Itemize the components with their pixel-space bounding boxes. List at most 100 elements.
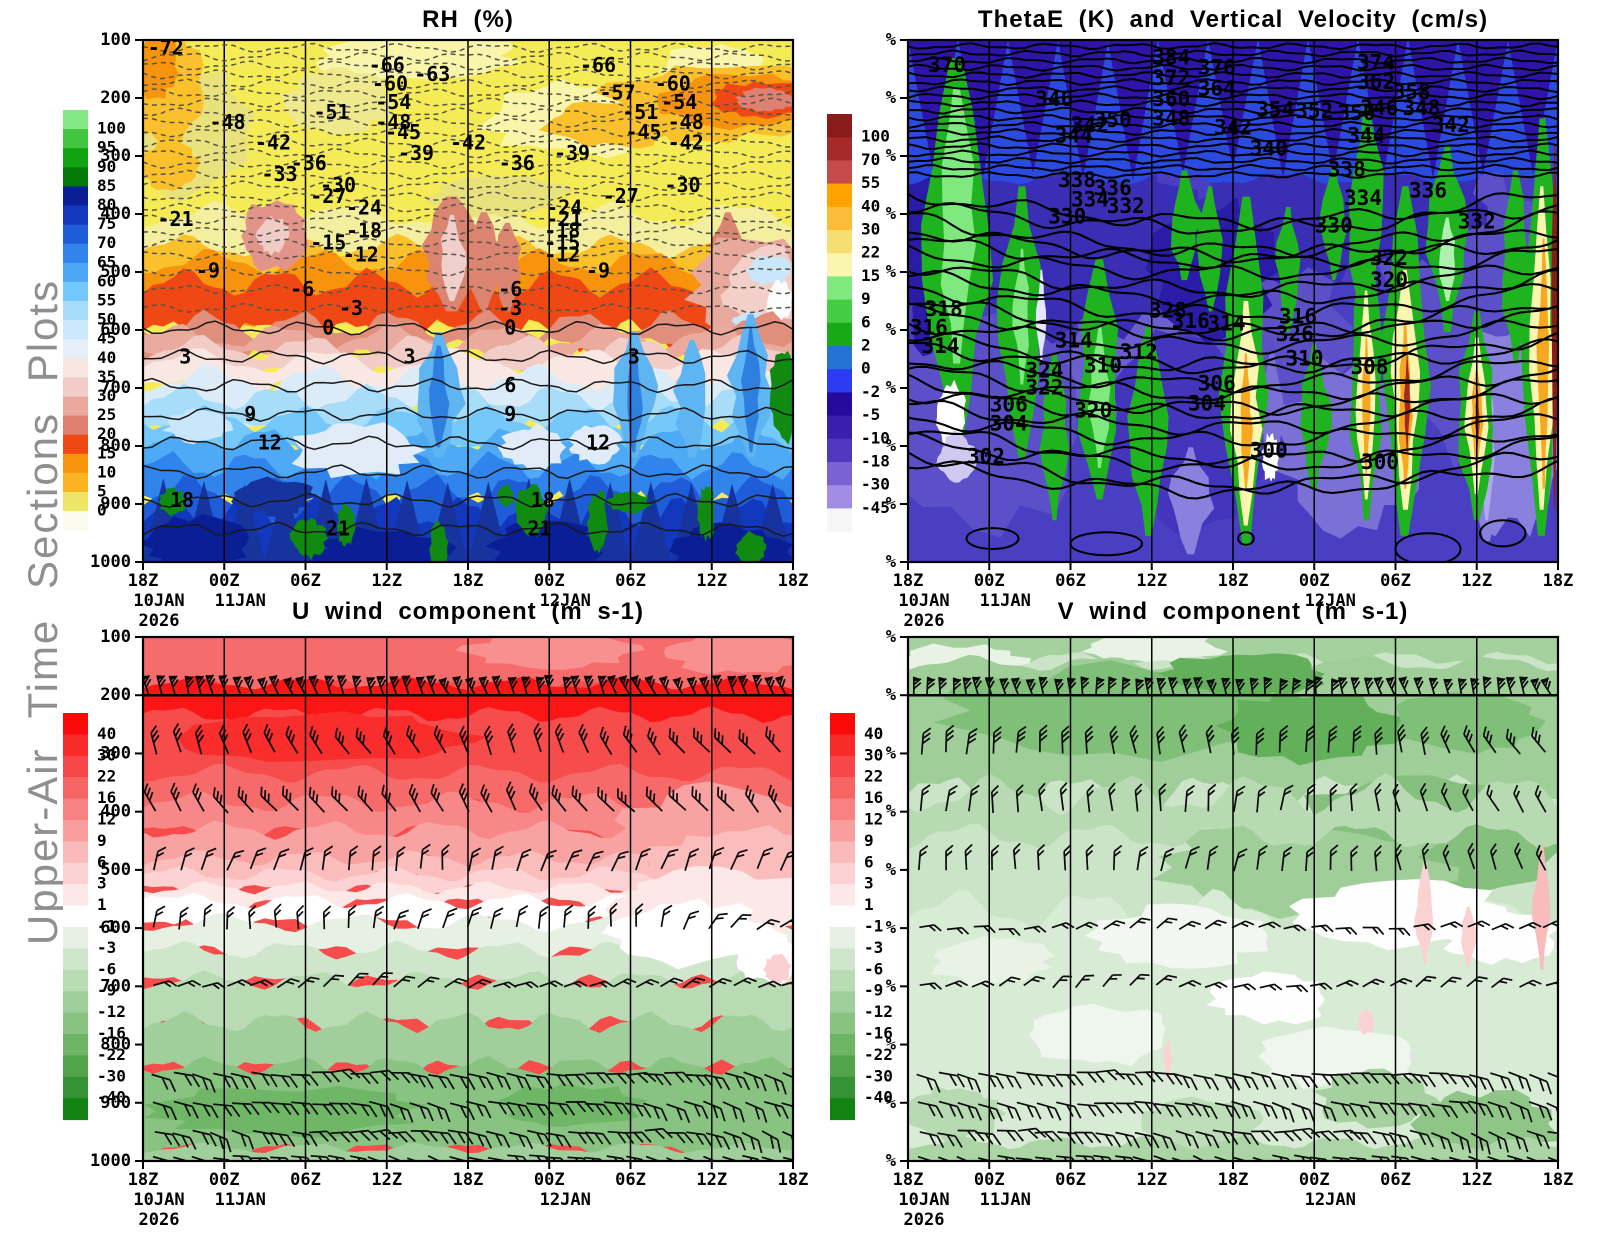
svg-text:5: 5 <box>97 482 107 501</box>
svg-text:%: % <box>886 494 897 514</box>
svg-text:300: 300 <box>100 146 131 166</box>
svg-text:9: 9 <box>97 831 107 850</box>
rh-grid <box>223 40 713 562</box>
svg-text:316: 316 <box>1279 305 1317 329</box>
svg-text:00Z: 00Z <box>1299 571 1330 591</box>
svg-text:350: 350 <box>1094 108 1132 132</box>
svg-text:1: 1 <box>864 895 874 914</box>
svg-text:354: 354 <box>1256 97 1294 121</box>
svg-text:%: % <box>886 262 897 282</box>
svg-text:800: 800 <box>100 436 131 456</box>
svg-text:372: 372 <box>1152 66 1190 90</box>
svg-text:-9: -9 <box>196 259 220 283</box>
svg-text:370: 370 <box>928 53 966 77</box>
panel-title-rh: RH (%) <box>422 6 514 33</box>
rh-contours: -72-66 -66-63-60 -60-57-54 -54-51 -51-48 -48-… <box>143 40 793 541</box>
svg-text:-15: -15 <box>544 231 580 255</box>
svg-text:-48: -48 <box>668 110 704 134</box>
svg-text:350: 350 <box>1338 101 1376 125</box>
svg-text:18Z: 18Z <box>453 571 484 591</box>
svg-text:90: 90 <box>97 157 116 176</box>
svg-text:334: 334 <box>1071 187 1109 211</box>
svg-text:9: 9 <box>864 831 874 850</box>
svg-text:55: 55 <box>97 291 116 310</box>
svg-text:11JAN: 11JAN <box>980 591 1031 611</box>
svg-text:-21: -21 <box>546 207 582 231</box>
svg-text:30: 30 <box>97 745 116 764</box>
svg-text:3: 3 <box>864 874 874 893</box>
svg-text:348: 348 <box>1152 106 1190 130</box>
svg-text:330: 330 <box>1048 204 1086 228</box>
svg-text:70: 70 <box>97 233 116 252</box>
svg-text:12Z: 12Z <box>371 571 402 591</box>
svg-text:-3: -3 <box>339 296 363 320</box>
svg-text:20: 20 <box>97 424 116 443</box>
svg-text:-40: -40 <box>864 1088 893 1107</box>
svg-text:06Z: 06Z <box>615 1170 646 1190</box>
svg-text:300: 300 <box>1361 450 1399 474</box>
svg-text:330: 330 <box>1315 213 1353 237</box>
svg-text:-1: -1 <box>97 917 116 936</box>
svg-text:45: 45 <box>97 329 116 348</box>
svg-text:2026: 2026 <box>904 611 945 631</box>
svg-text:18Z: 18Z <box>453 1170 484 1190</box>
svg-text:12Z: 12Z <box>696 571 727 591</box>
svg-text:700: 700 <box>100 976 131 996</box>
panel-title-v-wind: V wind component (m s-1) <box>1057 598 1409 625</box>
svg-text:-16: -16 <box>864 1024 893 1043</box>
svg-text:-27: -27 <box>603 184 639 208</box>
svg-text:340: 340 <box>1250 137 1288 161</box>
svg-text:352: 352 <box>1295 99 1333 123</box>
svg-text:12Z: 12Z <box>371 1170 402 1190</box>
svg-text:302: 302 <box>967 445 1005 469</box>
svg-text:-36: -36 <box>499 151 535 175</box>
svg-text:%: % <box>886 860 897 880</box>
svg-text:326: 326 <box>1276 322 1314 346</box>
svg-text:600: 600 <box>100 320 131 340</box>
svg-text:18Z: 18Z <box>1543 571 1574 591</box>
svg-text:2026: 2026 <box>139 611 180 631</box>
svg-text:-39: -39 <box>398 141 434 165</box>
svg-text:400: 400 <box>100 204 131 224</box>
svg-text:-3: -3 <box>97 938 116 957</box>
svg-text:85: 85 <box>97 176 116 195</box>
svg-text:334: 334 <box>1344 186 1382 210</box>
svg-text:06Z: 06Z <box>615 571 646 591</box>
svg-text:22: 22 <box>864 767 883 786</box>
svg-text:%: % <box>886 976 897 996</box>
svg-text:-9: -9 <box>97 981 116 1000</box>
svg-text:95: 95 <box>97 138 116 157</box>
svg-text:-10: -10 <box>861 428 890 447</box>
svg-text:%: % <box>886 685 897 705</box>
svg-text:%: % <box>886 30 897 50</box>
svg-text:%: % <box>886 627 897 647</box>
svg-text:18Z: 18Z <box>128 1170 159 1190</box>
svg-text:342: 342 <box>1432 113 1470 137</box>
svg-text:3: 3 <box>403 344 415 368</box>
svg-text:30: 30 <box>861 220 880 239</box>
u_wind-field <box>143 637 793 1161</box>
svg-text:00Z: 00Z <box>534 571 565 591</box>
svg-text:-42: -42 <box>668 130 704 154</box>
svg-text:1: 1 <box>97 895 107 914</box>
svg-text:-45: -45 <box>385 120 421 144</box>
svg-text:12: 12 <box>864 810 883 829</box>
svg-text:00Z: 00Z <box>974 1170 1005 1190</box>
svg-text:-18: -18 <box>861 452 890 471</box>
svg-text:304: 304 <box>990 412 1028 436</box>
svg-text:15: 15 <box>97 443 116 462</box>
svg-text:%: % <box>886 204 897 224</box>
svg-text:100: 100 <box>861 127 890 146</box>
svg-text:-12: -12 <box>864 1002 893 1021</box>
svg-text:2026: 2026 <box>904 1210 945 1230</box>
svg-text:300: 300 <box>100 743 131 763</box>
svg-text:40: 40 <box>97 724 116 743</box>
svg-text:12JAN: 12JAN <box>540 1190 591 1210</box>
svg-text:6: 6 <box>504 373 516 397</box>
svg-text:200: 200 <box>100 88 131 108</box>
rh-colorbar: 1009590858075706560555045403530252015105… <box>63 110 126 531</box>
svg-text:374: 374 <box>1357 50 1395 74</box>
svg-text:316: 316 <box>910 316 948 340</box>
